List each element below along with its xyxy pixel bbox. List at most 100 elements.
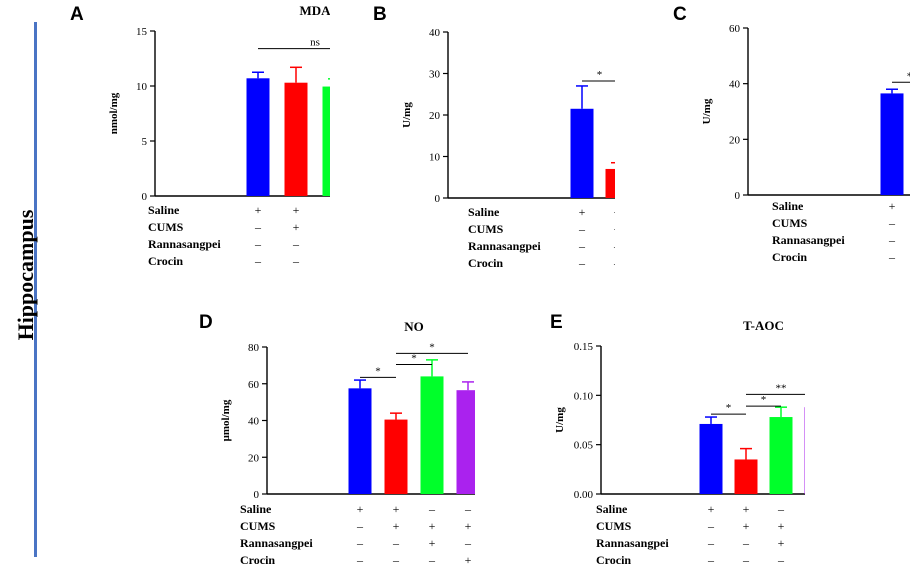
treatment-sign: – (777, 553, 785, 567)
treatment-label: CUMS (772, 216, 808, 230)
treatment-sign: + (889, 199, 896, 213)
significance-label: * (375, 365, 381, 377)
treatment-sign: + (429, 536, 436, 550)
bar-saline (699, 423, 723, 494)
chart-t-aoc: T-AOCU/mg0.000.050.100.15****Saline++––C… (554, 318, 834, 567)
y-tick-label: 0.10 (574, 390, 594, 402)
panel-cat: B CATU/mg010203040***Saline++––CUMS–+++R… (325, 0, 705, 290)
treatment-sign: + (393, 519, 400, 533)
y-tick-label: 40 (248, 416, 260, 428)
y-tick-label: 5 (142, 136, 148, 148)
treatment-sign: + (465, 519, 472, 533)
y-tick-label: 0 (142, 191, 148, 203)
treatment-sign: – (254, 254, 262, 268)
treatment-sign: – (356, 519, 364, 533)
panel-no: D NO μmol/mg 0 20 40 60 80 * * * Saline + + – – CUMS – + +… (185, 300, 486, 574)
chart-mda: MDAnmol/mg051015nsSaline++––CUMS–+++Rann… (108, 3, 390, 268)
y-axis-label: U/mg (401, 102, 413, 128)
significance-label: * (907, 70, 910, 82)
treatment-sign: – (392, 553, 400, 567)
treatment-sign: + (465, 553, 472, 567)
treatment-sign: – (292, 254, 300, 268)
treatment-label: CUMS (596, 519, 632, 533)
chart-title: NO (404, 319, 424, 334)
y-axis-label: U/mg (701, 98, 713, 124)
bar-saline (246, 78, 270, 196)
treatment-label: Rannasangpei (596, 536, 669, 550)
treatment-label: Rannasangpei (772, 233, 845, 247)
treatment-label: Saline (468, 205, 500, 219)
panel-letter-b: B (373, 4, 387, 25)
significance-label: * (411, 352, 417, 364)
y-tick-label: 0 (254, 489, 260, 501)
bar-cums (734, 459, 758, 494)
treatment-label: CUMS (240, 519, 276, 533)
treatment-sign: + (743, 519, 750, 533)
significance-label: * (726, 402, 732, 414)
y-tick-label: 60 (248, 379, 260, 391)
bar-crocin (456, 390, 480, 494)
treatment-sign: – (578, 239, 586, 253)
significance-label: ** (776, 382, 787, 394)
treatment-sign: – (356, 536, 364, 550)
y-tick-label: 20 (429, 110, 441, 122)
y-tick-label: 10 (136, 81, 148, 93)
treatment-sign: + (393, 502, 400, 516)
y-tick-label: 30 (429, 69, 441, 81)
treatment-sign: – (742, 536, 750, 550)
treatment-sign: + (778, 519, 785, 533)
y-tick-label: 0 (435, 193, 441, 205)
bar-crocin (804, 407, 828, 494)
significance-label: ns (310, 37, 320, 49)
treatment-sign: – (392, 536, 400, 550)
y-tick-label: 80 (248, 342, 260, 354)
panel-letter-a: A (70, 4, 84, 25)
y-tick-label: 0.00 (574, 489, 594, 501)
bar-saline (880, 93, 904, 195)
treatment-sign: – (578, 222, 586, 236)
treatment-label: Crocin (596, 553, 631, 567)
chart-sod: SODU/mg0204060***Saline++––CUMS–+++Ranna… (701, 23, 913, 264)
treatment-label: Crocin (772, 250, 807, 264)
significance-label: * (761, 394, 767, 406)
side-divider-line (34, 22, 37, 557)
treatment-sign: – (428, 502, 436, 516)
treatment-sign: – (888, 233, 896, 247)
panel-t-aoc: E T-AOC U/mg 0.00 0.05 0.10 0.15 * * ** Saline + + –… (505, 300, 834, 574)
treatment-sign: + (293, 203, 300, 217)
treatment-sign: – (292, 237, 300, 251)
y-tick-label: 0 (735, 190, 741, 202)
panel-letter-d: D (199, 312, 213, 333)
treatment-label: Rannasangpei (148, 237, 221, 251)
chart-title: T-AOC (743, 318, 784, 333)
treatment-sign: + (357, 502, 364, 516)
region-label: Hippocampus (13, 209, 38, 341)
treatment-sign: + (429, 519, 436, 533)
bar-cums (384, 419, 408, 494)
treatment-sign: – (707, 553, 715, 567)
panel-sod: C SODU/mg0204060***Saline++––CUMS–+++Ran… (615, 0, 913, 290)
bar-rannasangpei (769, 417, 793, 494)
y-tick-label: 20 (729, 134, 741, 146)
chart-no: NO μmol/mg 0 20 40 60 80 * * * Saline + + – – CUMS – + + + R… (220, 319, 486, 567)
treatment-label: Rannasangpei (468, 239, 541, 253)
treatment-sign: – (254, 220, 262, 234)
y-tick-label: 0.15 (574, 341, 594, 353)
treatment-sign: – (888, 250, 896, 264)
bar-cums (605, 168, 629, 198)
treatment-label: Saline (596, 502, 628, 516)
panel-letter-c: C (673, 4, 687, 25)
treatment-label: CUMS (148, 220, 184, 234)
treatment-label: Saline (772, 199, 804, 213)
treatment-label: CUMS (468, 222, 504, 236)
significance-label: * (429, 341, 435, 353)
y-tick-label: 0.05 (574, 440, 594, 452)
y-tick-label: 15 (136, 26, 148, 38)
bar-saline (348, 388, 372, 494)
treatment-sign: + (743, 502, 750, 516)
bar-cums (284, 82, 308, 196)
treatment-sign: + (708, 502, 715, 516)
treatment-sign: – (742, 553, 750, 567)
treatment-sign: – (464, 536, 472, 550)
treatment-sign: – (707, 536, 715, 550)
